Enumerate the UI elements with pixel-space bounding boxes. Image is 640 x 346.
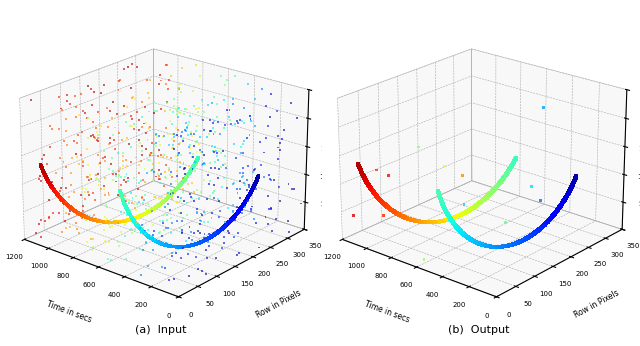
X-axis label: Time in secs: Time in secs (364, 300, 411, 325)
Y-axis label: Row in Pixels: Row in Pixels (255, 288, 303, 319)
Title: (a)  Input: (a) Input (135, 325, 187, 335)
X-axis label: Time in secs: Time in secs (45, 300, 93, 325)
Title: (b)  Output: (b) Output (448, 325, 509, 335)
Y-axis label: Row in Pixels: Row in Pixels (572, 288, 620, 319)
